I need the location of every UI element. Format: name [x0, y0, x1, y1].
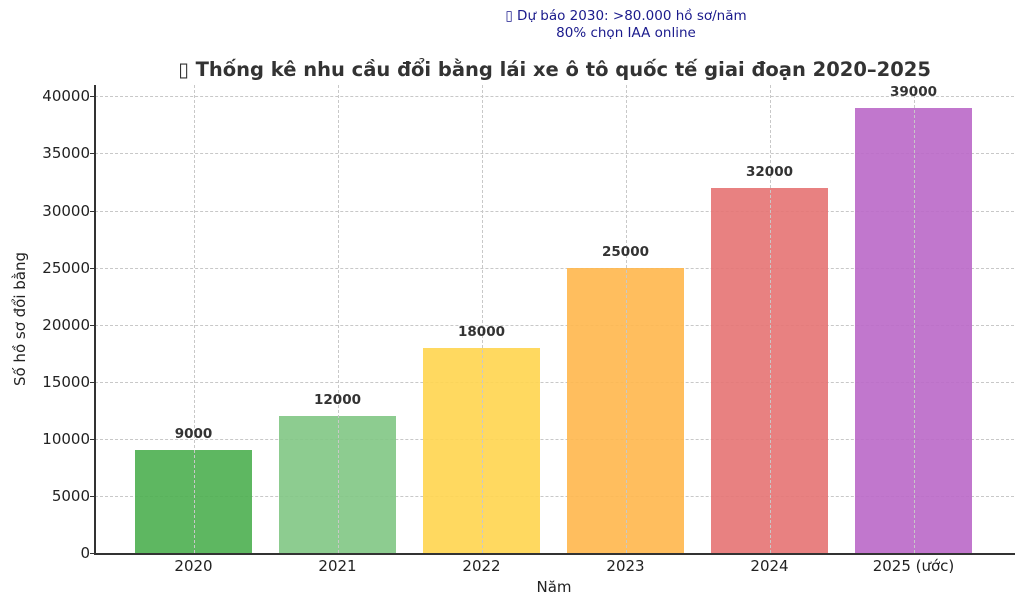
plot-area: 9000 12000 18000 25000 32000 39000 [95, 83, 1014, 553]
bar-value-label: 39000 [890, 83, 937, 100]
h-gridline [95, 96, 1014, 98]
bar-value-label: 25000 [602, 243, 649, 260]
bar-value-label: 9000 [174, 426, 213, 443]
h-gridline [95, 267, 1014, 269]
x-axis-line [94, 553, 1015, 555]
h-gridline [95, 495, 1014, 497]
y-tick-mark [90, 324, 94, 326]
y-tick-mark [90, 495, 94, 497]
y-tick-label: 30000 [42, 201, 90, 220]
y-tick-mark [90, 553, 94, 554]
y-tick-label: 40000 [42, 87, 90, 106]
v-gridline [625, 85, 627, 553]
y-tick-mark [90, 153, 94, 155]
y-tick-label: 5000 [51, 486, 90, 505]
x-tick-label: 2023 [606, 557, 645, 575]
x-tick-label: 2020 [174, 557, 213, 575]
y-tick-label: 25000 [42, 258, 90, 277]
x-axis-label: Năm [536, 578, 572, 596]
v-gridline [913, 85, 915, 553]
y-tick-label: 15000 [42, 372, 90, 391]
y-tick-label: 0 [80, 544, 90, 562]
h-gridline [95, 438, 1014, 440]
x-tick-label: 2022 [462, 557, 501, 575]
annotation-line-2: 80% chọn IAA online [556, 25, 696, 41]
y-tick-mark [90, 210, 94, 212]
x-tick-label: 2024 [750, 557, 789, 575]
v-gridline [769, 85, 771, 553]
y-tick-label: 20000 [42, 315, 90, 334]
v-gridline [193, 85, 195, 553]
bar-value-label: 12000 [314, 392, 361, 409]
h-gridline [95, 324, 1014, 326]
y-axis-line [94, 85, 96, 554]
h-gridline [95, 210, 1014, 212]
forecast-annotation: ▯ Dự báo 2030: >80.000 hồ sơ/năm 80% chọ… [0, 8, 1024, 42]
y-tick-label: 10000 [42, 429, 90, 448]
v-gridline [481, 85, 483, 553]
x-tick-label: 2021 [318, 557, 357, 575]
v-gridline [337, 85, 339, 553]
y-tick-mark [90, 438, 94, 440]
h-gridline [95, 153, 1014, 155]
bar-value-label: 32000 [746, 163, 793, 180]
chart-title: ▯ Thống kê nhu cầu đổi bằng lái xe ô tô … [178, 58, 931, 81]
y-tick-mark [90, 381, 94, 383]
y-axis-label: Số hồ sơ đổi bằng [11, 251, 29, 387]
h-gridline [95, 381, 1014, 383]
y-tick-label: 35000 [42, 144, 90, 163]
annotation-line-1: ▯ Dự báo 2030: >80.000 hồ sơ/năm [505, 8, 747, 24]
x-tick-label: 2025 (ước) [872, 557, 955, 575]
y-tick-mark [90, 96, 94, 98]
bar-value-label: 18000 [458, 323, 505, 340]
y-tick-mark [90, 267, 94, 269]
